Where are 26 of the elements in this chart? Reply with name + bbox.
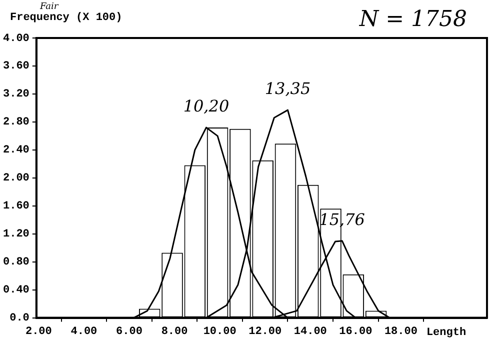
y-tick-label: 2.80	[3, 116, 30, 129]
x-tick-label: 10.00	[203, 326, 236, 338]
text: Fair	[39, 2, 59, 12]
x-tick-label: 4.00	[70, 326, 98, 338]
y-tick-label: 3.20	[3, 88, 30, 101]
y-tick-label: 2.40	[3, 144, 30, 157]
x-tick-label: 2.00	[25, 326, 52, 338]
y-tick-label: 1.20	[3, 228, 30, 241]
y-axis-title: Frequency (X 100)	[10, 12, 122, 24]
y-tick-label: 0.0	[10, 312, 30, 325]
x-tick-label: 8.00	[161, 326, 188, 338]
x-tick-label: 16.00	[339, 326, 372, 338]
y-tick-label: 4.00	[3, 32, 30, 45]
x-axis-title: Length	[426, 326, 466, 339]
annotation: 10,20	[183, 96, 230, 116]
y-tick-label: 1.60	[3, 200, 30, 213]
y-tick-label: 3.60	[3, 60, 30, 73]
x-tick-label: 6.00	[116, 326, 142, 338]
y-tick-label: 0.40	[3, 284, 30, 297]
text: N = 1758	[358, 7, 467, 32]
y-tick-label: 0.80	[3, 256, 30, 269]
x-tick-label: 12.00	[248, 326, 282, 338]
annotation: 13,35	[264, 79, 311, 98]
x-tick-label: 18.00	[384, 326, 418, 338]
x-tick-label: 14.00	[294, 326, 327, 338]
y-tick-label: 2.00	[3, 172, 30, 185]
